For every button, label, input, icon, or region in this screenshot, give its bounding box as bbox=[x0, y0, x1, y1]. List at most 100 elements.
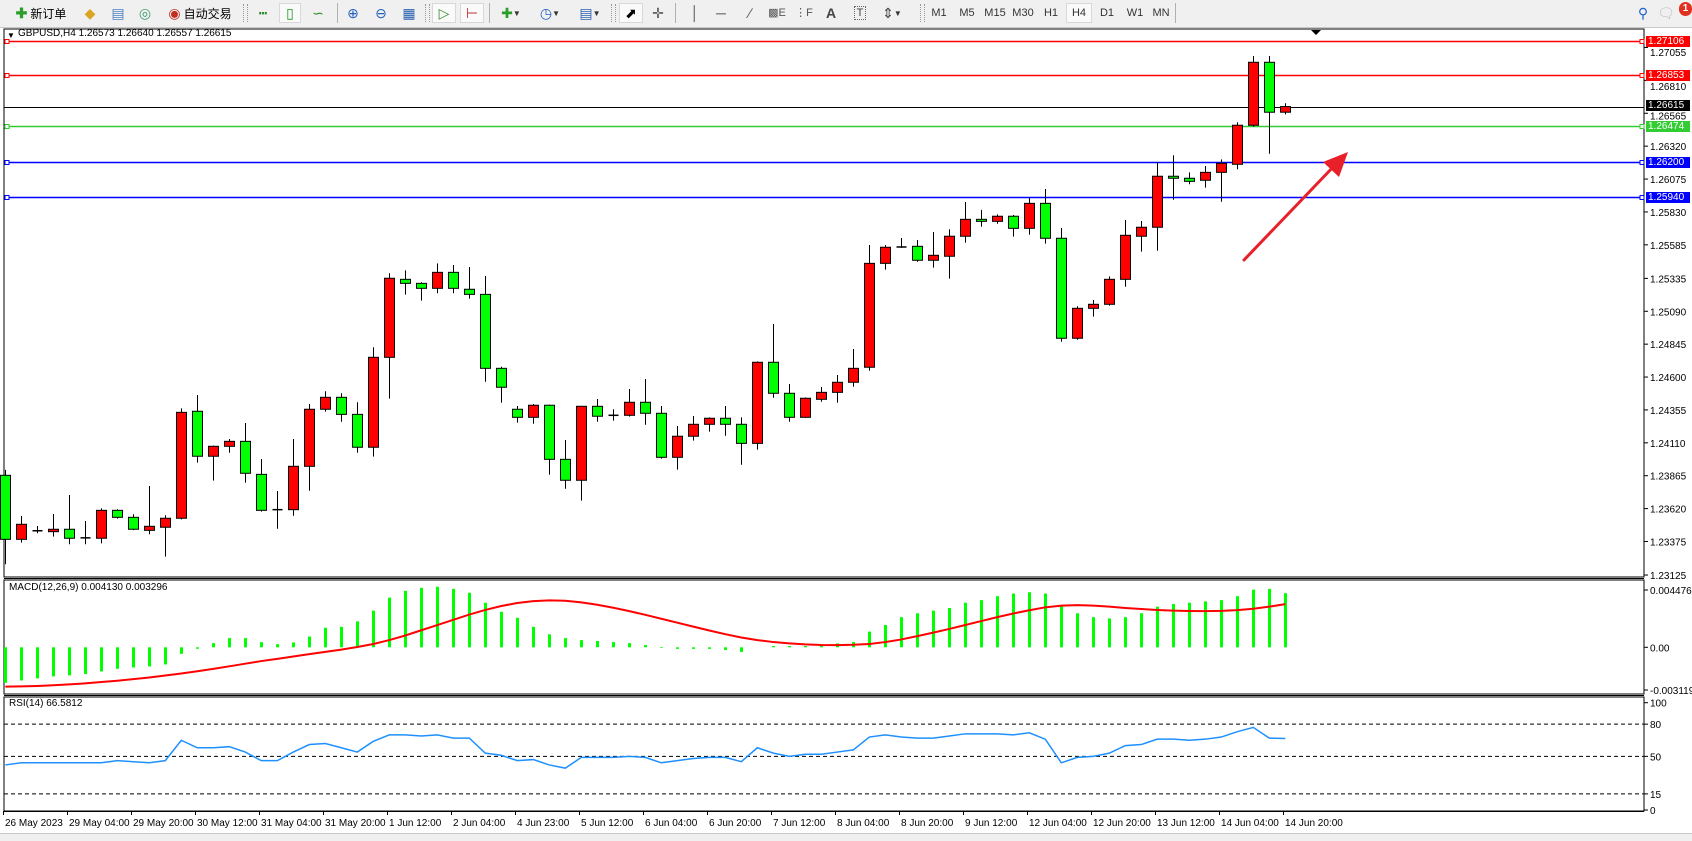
signals-button[interactable]: ◎ bbox=[135, 3, 155, 23]
time-label: 5 Jun 12:00 bbox=[581, 818, 634, 829]
candle-body bbox=[720, 417, 731, 425]
candle-body bbox=[960, 218, 971, 237]
candle bbox=[896, 237, 907, 248]
candle-body bbox=[512, 408, 523, 418]
line-handle bbox=[1639, 39, 1645, 44]
trendline-button[interactable]: ∕ bbox=[739, 3, 761, 23]
candle-body bbox=[1136, 226, 1147, 237]
auto-trading-icon: ◉ bbox=[168, 5, 181, 21]
arrows-icon: ⇕ bbox=[882, 5, 894, 21]
market-watch-button[interactable]: ◆ bbox=[80, 3, 100, 23]
crosshair-button[interactable]: ✛ bbox=[647, 3, 669, 23]
time-label: 6 Jun 04:00 bbox=[645, 818, 698, 829]
candle bbox=[480, 275, 491, 382]
cursor-button[interactable]: ⬈ bbox=[619, 3, 643, 23]
candle bbox=[768, 324, 779, 398]
tile-windows-button[interactable]: ▦ bbox=[398, 3, 420, 23]
time-label: 31 May 20:00 bbox=[325, 818, 386, 829]
search-icon: ⚲ bbox=[1637, 5, 1649, 21]
candle bbox=[1200, 166, 1211, 188]
fibonacci-fan-icon: ⋮F bbox=[795, 7, 813, 19]
chart-header: ▼ GBPUSD,H4 1.26573 1.26640 1.26557 1.26… bbox=[7, 28, 232, 40]
candle bbox=[736, 417, 747, 465]
candle bbox=[1008, 215, 1019, 237]
navigator-button[interactable]: ▤ bbox=[108, 3, 128, 23]
candle bbox=[1248, 55, 1259, 127]
chart-window[interactable]: 1.27055 1.26810 1.26565 1.26320 1.26075 1.258… bbox=[0, 28, 1692, 840]
price-tick-label: 1.23125 bbox=[1650, 571, 1687, 582]
time-label: 9 Jun 12:00 bbox=[965, 818, 1018, 829]
zoom-out-icon: ⊖ bbox=[375, 5, 387, 21]
toolbar-grip[interactable] bbox=[425, 4, 430, 22]
toolbar-grip[interactable] bbox=[920, 4, 925, 22]
timeframe-d1[interactable]: D1 bbox=[1099, 7, 1115, 19]
indicators-button[interactable]: ▤ ▼ bbox=[574, 3, 606, 23]
candle-body bbox=[496, 367, 507, 388]
candle bbox=[192, 395, 203, 463]
notification-button[interactable]: 🗨 bbox=[1656, 3, 1676, 23]
dropdown-arrow-icon: ▼ bbox=[552, 8, 561, 18]
timeframe-m30[interactable]: M30 bbox=[1012, 7, 1034, 19]
auto-scroll-button[interactable]: ▷ bbox=[432, 3, 456, 23]
chart-shift-button[interactable]: ⊢ bbox=[460, 3, 484, 23]
horizontal-line-button[interactable]: ─ bbox=[710, 3, 732, 23]
template-button[interactable]: ✚ ▼ bbox=[496, 3, 526, 23]
bar-chart-button[interactable]: ┅ bbox=[252, 3, 274, 23]
vertical-line-button[interactable]: │ bbox=[684, 3, 706, 23]
fibonacci-fan-button[interactable]: ⋮F bbox=[793, 3, 815, 23]
timeframe-m1[interactable]: M1 bbox=[931, 7, 947, 19]
chart-menu-triangle-icon[interactable]: ▼ bbox=[7, 31, 15, 40]
line-handle bbox=[1639, 73, 1645, 78]
time-label: 12 Jun 04:00 bbox=[1029, 818, 1087, 829]
timeframe-mn[interactable]: MN bbox=[1152, 7, 1170, 19]
timeframe-w1[interactable]: W1 bbox=[1126, 7, 1144, 19]
toolbar-grip[interactable] bbox=[611, 4, 616, 22]
candle-body bbox=[1184, 177, 1195, 182]
cursor-icon: ⬈ bbox=[625, 5, 637, 21]
time-label: 12 Jun 20:00 bbox=[1093, 818, 1151, 829]
text-button[interactable]: A bbox=[820, 3, 842, 23]
macd-signal-line bbox=[5, 599, 1286, 688]
timeframe-h1[interactable]: H1 bbox=[1043, 7, 1059, 19]
time-label: 2 Jun 04:00 bbox=[453, 818, 506, 829]
text-label-button[interactable]: T bbox=[849, 3, 871, 23]
candle bbox=[512, 406, 523, 423]
new-order-button[interactable]: ✚ 新订单 bbox=[15, 5, 67, 21]
search-button[interactable]: ⚲ bbox=[1633, 3, 1653, 23]
fibonacci-expansion-button[interactable]: ▩E bbox=[766, 3, 788, 23]
candle bbox=[224, 439, 235, 453]
macd-tick-label: 0.004476 bbox=[1650, 586, 1692, 597]
market-watch-icon: ◆ bbox=[84, 5, 96, 21]
periods-button[interactable]: ◷ ▼ bbox=[535, 3, 565, 23]
candlestick-button[interactable]: ▯ bbox=[279, 3, 301, 23]
toolbar-grip[interactable] bbox=[243, 4, 248, 22]
zoom-in-button[interactable]: ⊕ bbox=[342, 3, 364, 23]
timeframe-m15[interactable]: M15 bbox=[984, 7, 1006, 19]
timeframe-m5[interactable]: M5 bbox=[959, 7, 975, 19]
chart-canvas[interactable]: 1.27055 1.26810 1.26565 1.26320 1.26075 1.258… bbox=[0, 28, 1692, 840]
chart-shift-icon: ⊢ bbox=[465, 5, 479, 21]
candle-body bbox=[48, 528, 59, 533]
candle bbox=[1072, 306, 1083, 340]
arrows-button[interactable]: ⇕ ▼ bbox=[876, 3, 908, 23]
candle-body bbox=[736, 423, 747, 444]
candle bbox=[864, 244, 875, 371]
candle-body bbox=[688, 423, 699, 437]
zoom-out-button[interactable]: ⊖ bbox=[370, 3, 392, 23]
candle bbox=[448, 264, 459, 294]
periods-clock-icon: ◷ bbox=[539, 5, 553, 21]
line-chart-button[interactable]: ∽ bbox=[307, 3, 329, 23]
line-handle bbox=[1639, 124, 1645, 129]
line-price-label: 1.26474 bbox=[1646, 121, 1690, 132]
candle bbox=[288, 439, 299, 516]
candle-body bbox=[400, 278, 411, 284]
rsi-tick-label: 15 bbox=[1650, 790, 1662, 801]
candle-body bbox=[528, 404, 539, 418]
candle-body bbox=[384, 277, 395, 358]
candle-body bbox=[240, 440, 251, 474]
auto-trading-button[interactable]: ◉ 自动交易 bbox=[168, 5, 232, 21]
candle-body bbox=[672, 435, 683, 458]
candle-body bbox=[1088, 303, 1099, 309]
candle-body bbox=[880, 246, 891, 264]
timeframe-h4[interactable]: H4 bbox=[1066, 3, 1092, 23]
